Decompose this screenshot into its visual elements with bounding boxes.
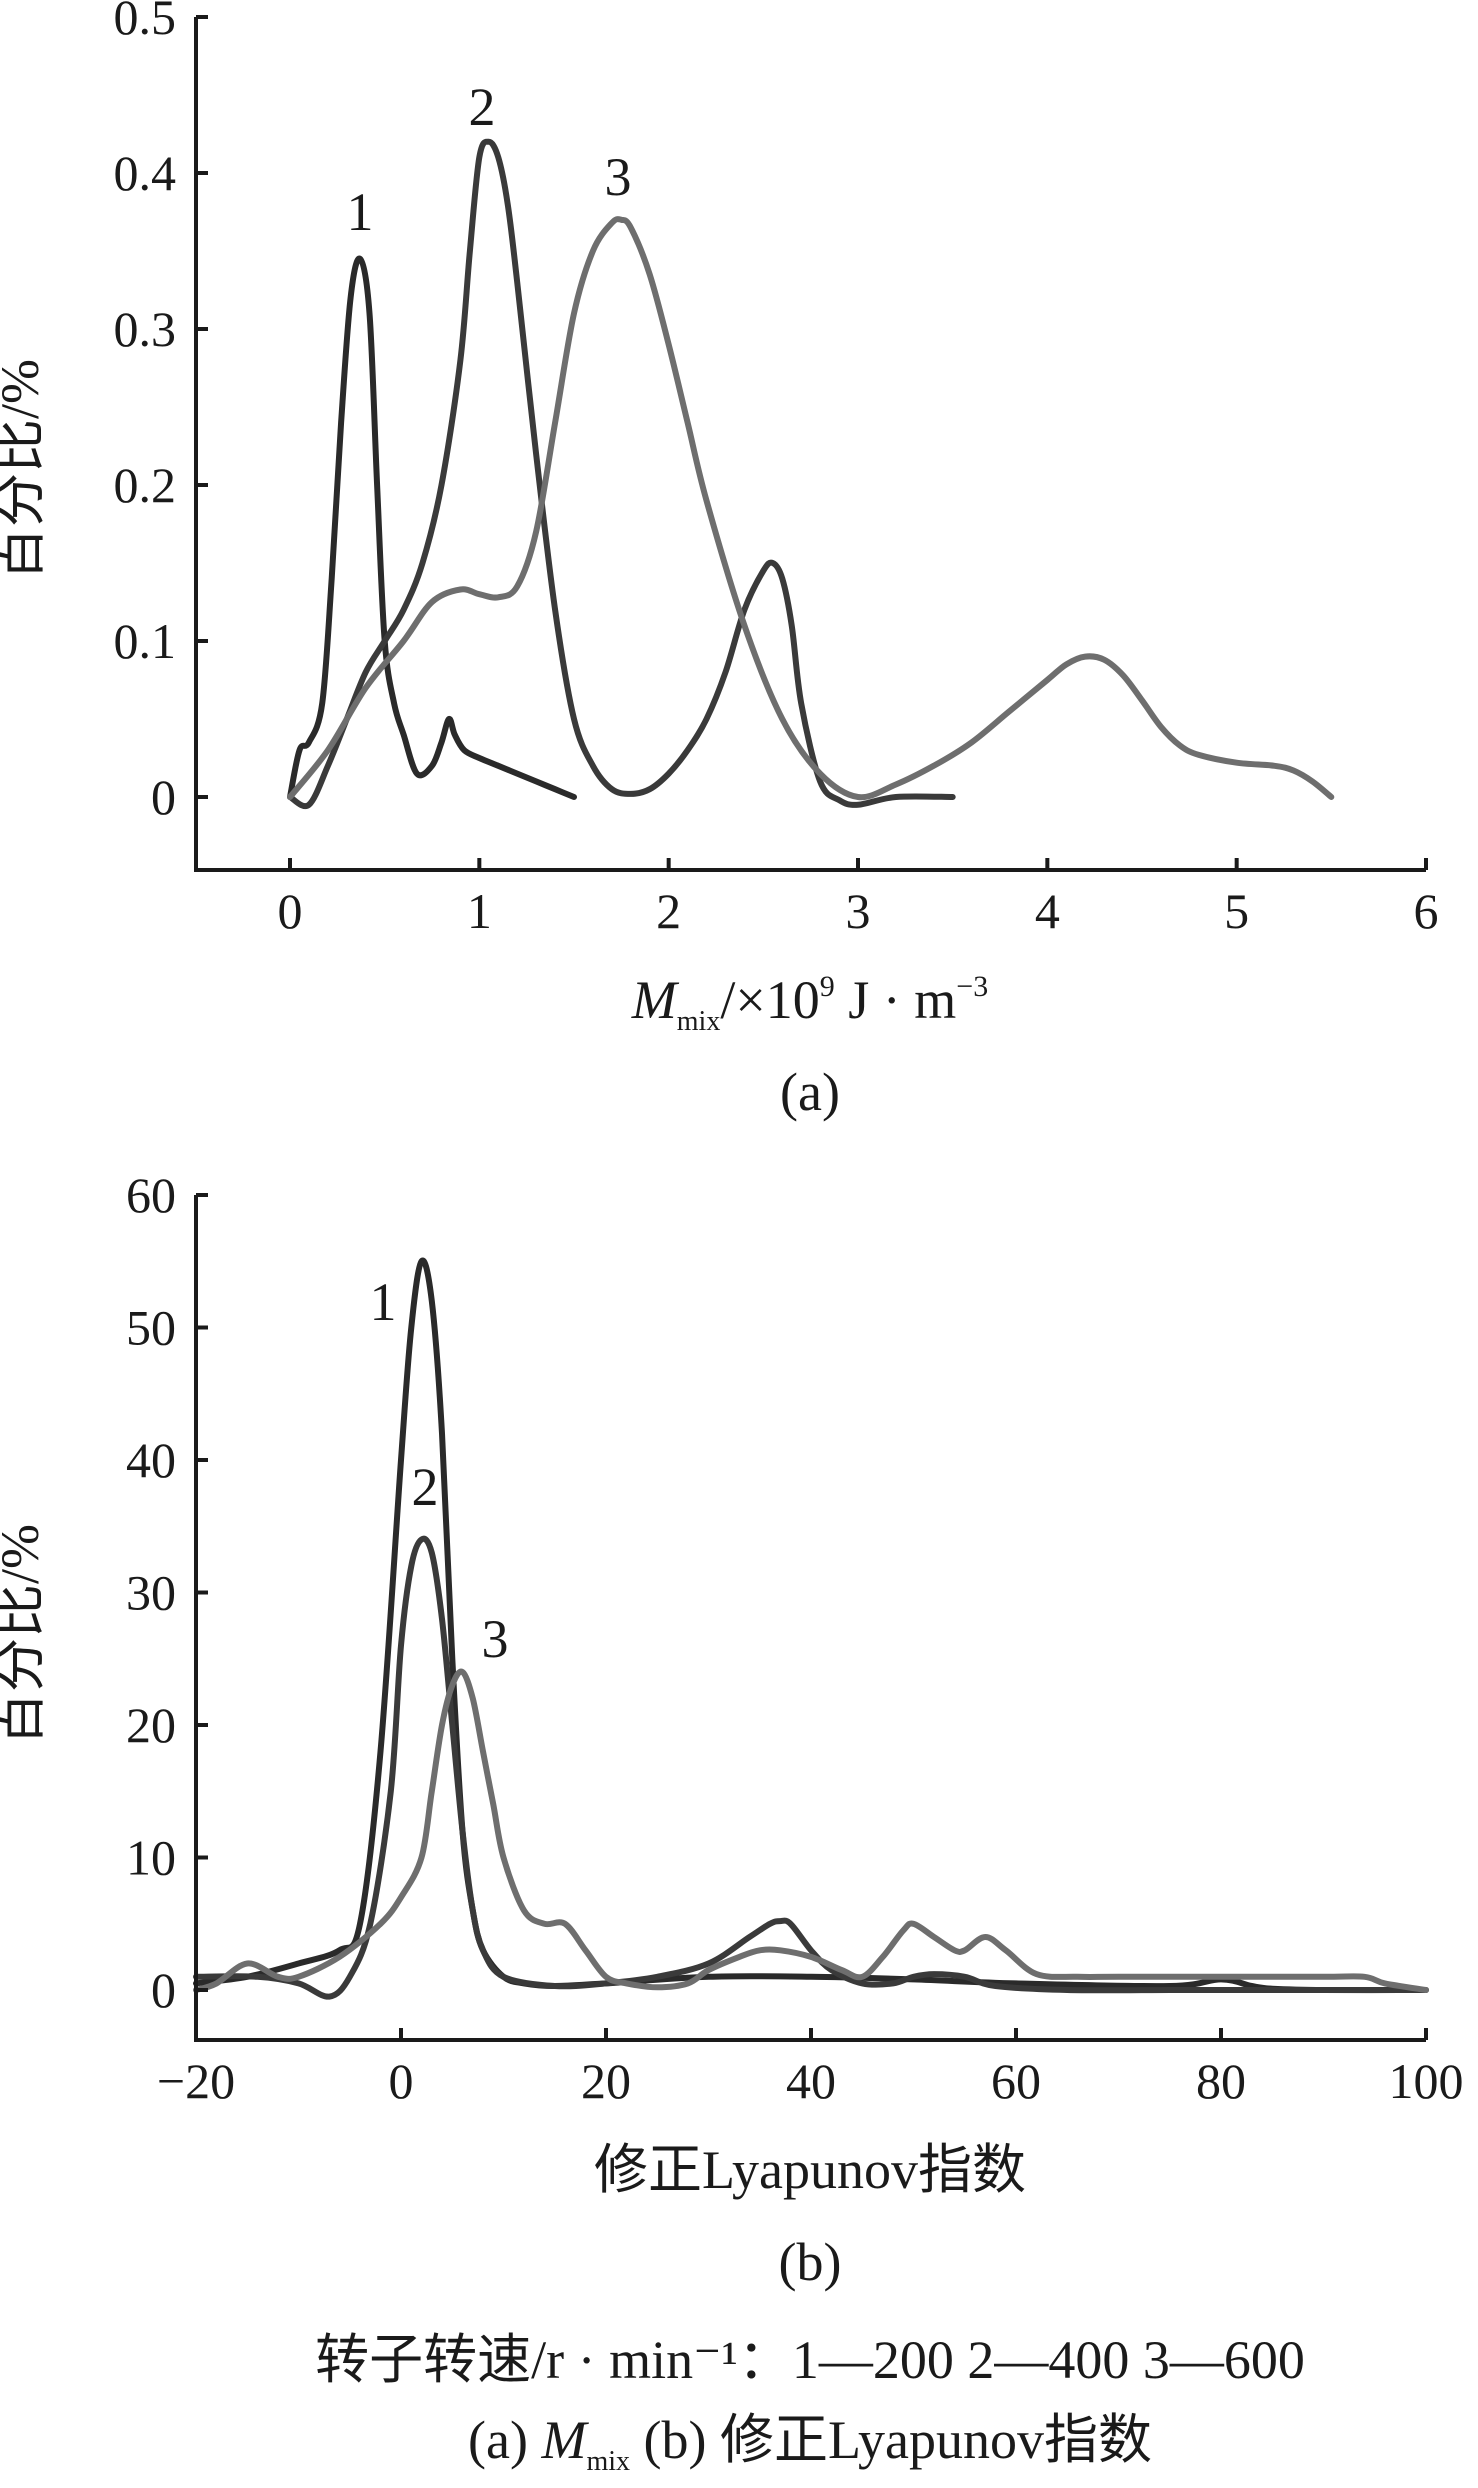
x-tick-label: 40	[786, 2053, 836, 2109]
panel-b-label: (b)	[779, 2232, 842, 2292]
y-tick-label: 0.3	[114, 301, 177, 357]
x-tick-label: 80	[1196, 2053, 1246, 2109]
series-3-line	[287, 216, 1335, 801]
panel-a-y-ticks: 0 0.1 0.2 0.3 0.4 0.5	[114, 0, 208, 825]
x-tick-label: 4	[1035, 883, 1060, 939]
x-tick-label: −20	[157, 2053, 235, 2109]
x-tick-label: 0	[278, 883, 303, 939]
y-tick-label: 40	[126, 1432, 176, 1488]
legend-caption: 转子转速/r · min⁻¹：1—200 2—400 3—600	[315, 2330, 1305, 2390]
y-tick-label: 30	[126, 1565, 176, 1621]
series-1-label: 1	[347, 182, 374, 242]
panel-a-y-axis-label: 百分比/%	[0, 359, 50, 581]
panel-caption: (a) Mmix (b) 修正Lyapunov指数	[468, 2410, 1152, 2477]
x-tick-label: 5	[1224, 883, 1249, 939]
y-tick-label: 60	[126, 1167, 176, 1223]
x-tick-label: 0	[389, 2053, 414, 2109]
panel-a-curve-labels: 1 2 3	[347, 77, 632, 242]
x-tick-label: 100	[1389, 2053, 1464, 2109]
panel-a-x-ticks: 0 1 2 3 4 5 6	[278, 858, 1439, 939]
y-tick-label: 20	[126, 1697, 176, 1753]
panel-a-x-axis-label: Mmix/×109 J · m−3	[631, 970, 988, 1037]
panel-b-x-ticks: −20 0 20 40 60 80 100	[157, 2028, 1464, 2109]
panel-a-axes	[194, 17, 1426, 872]
x-tick-label: 6	[1414, 883, 1439, 939]
series-2-line	[193, 1535, 1429, 2000]
panel-b-y-ticks: 0 10 20 30 40 50 60	[126, 1167, 208, 2018]
x-tick-label: 20	[581, 2053, 631, 2109]
y-tick-label: 0.5	[114, 0, 177, 45]
y-tick-label: 0	[151, 1962, 176, 2018]
panel-a-label: (a)	[780, 1062, 840, 1122]
x-tick-label: 2	[656, 883, 681, 939]
panel-b-y-axis-label: 百分比/%	[0, 1524, 50, 1746]
y-tick-label: 50	[126, 1300, 176, 1356]
x-tick-label: 1	[467, 883, 492, 939]
series-1-line	[287, 255, 577, 800]
panel-b-curves	[193, 1257, 1429, 2000]
y-tick-label: 0	[151, 769, 176, 825]
series-2-line	[287, 138, 956, 810]
panel-b-x-axis-label: 修正Lyapunov指数	[594, 2140, 1026, 2200]
y-tick-label: 0.1	[114, 613, 177, 669]
series-3-line	[193, 1668, 1429, 1993]
panel-a-curves	[287, 138, 1335, 810]
series-2-label: 2	[469, 77, 496, 137]
series-1-label: 1	[370, 1272, 397, 1332]
x-tick-label: 60	[991, 2053, 1041, 2109]
y-tick-label: 0.2	[114, 457, 177, 513]
y-tick-label: 10	[126, 1830, 176, 1886]
x-tick-label: 3	[846, 883, 871, 939]
series-3-label: 3	[482, 1609, 509, 1669]
y-tick-label: 0.4	[114, 145, 177, 201]
series-2-label: 2	[412, 1457, 439, 1517]
panel-b-curve-labels: 1 2 3	[370, 1272, 509, 1669]
series-3-label: 3	[605, 147, 632, 207]
panel-a: 0 0.1 0.2 0.3 0.4 0.5 0 1 2 3 4 5 6 1 2 3 百分比/% Mmix/…	[0, 0, 1439, 1122]
